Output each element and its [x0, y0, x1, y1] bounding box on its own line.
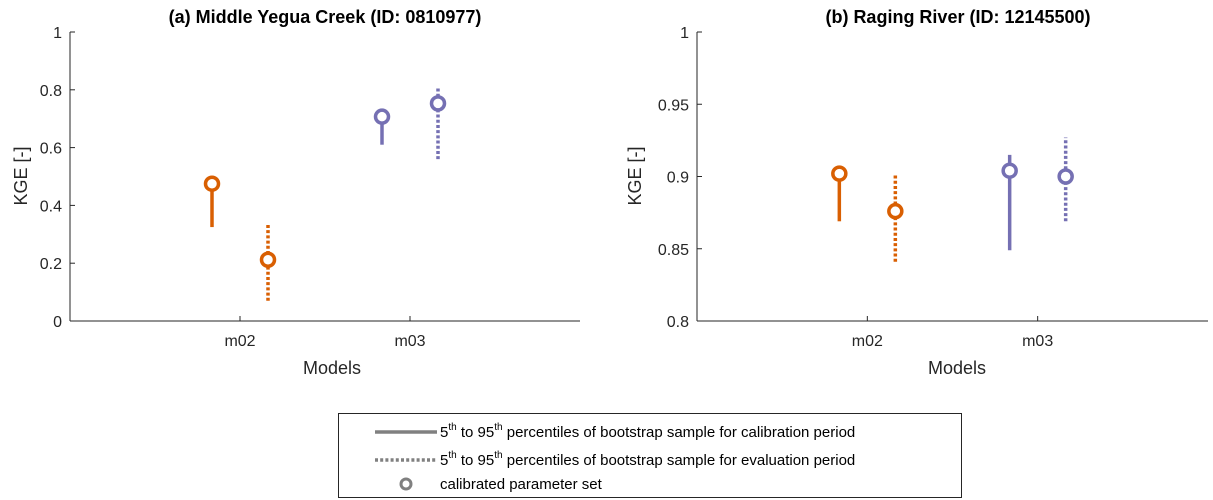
legend-label-0: 5th to 95th percentiles of bootstrap sam… [440, 422, 855, 441]
legend: 5th to 95th percentiles of bootstrap sam… [338, 413, 962, 498]
panel-b-m02-calibration-point [831, 165, 848, 182]
panel-a-title: (a) Middle Yegua Creek (ID: 0810977) [169, 7, 482, 27]
panel-a-xtick-label-m02: m02 [224, 333, 255, 350]
panel-a-ytick-label: 1 [53, 25, 62, 42]
panel-a-y-label: KGE [-] [11, 146, 31, 205]
panel-a-ytick-label: 0.6 [40, 141, 62, 158]
panel-a: (a) Middle Yegua Creek (ID: 0810977) Mod… [11, 7, 580, 378]
legend-label-1: 5th to 95th percentiles of bootstrap sam… [440, 450, 855, 469]
panel-b-y-label: KGE [-] [625, 146, 645, 205]
panel-b-title: (b) Raging River (ID: 12145500) [825, 7, 1090, 27]
panel-b: (b) Raging River (ID: 12145500) Models K… [625, 7, 1208, 378]
panel-a-ytick-label: 0.4 [40, 198, 62, 215]
legend-circle-marker [399, 477, 413, 491]
panel-b-ytick-label: 1 [680, 25, 689, 42]
panel-b-ytick-label: 0.85 [658, 242, 689, 259]
panel-b-xtick-label-m03: m03 [1022, 333, 1053, 350]
panel-a-ytick-label: 0.8 [40, 83, 62, 100]
panel-a-m02-evaluation-point [259, 251, 277, 268]
panel-b-m03-calibration-point [1001, 162, 1018, 179]
panel-a-ytick-label: 0.2 [40, 256, 62, 273]
panel-a-xtick-label-m03: m03 [394, 333, 425, 350]
panel-b-ytick-label: 0.95 [658, 97, 689, 114]
panel-a-x-label: Models [303, 358, 361, 378]
panel-b-ytick-label: 0.9 [667, 170, 689, 187]
panel-a-m02-calibration-point [203, 175, 221, 192]
panel-b-xtick-label-m02: m02 [852, 333, 883, 350]
panel-a-m03-evaluation-point [429, 95, 447, 112]
panel-a-ytick-label: 0 [53, 314, 62, 331]
panel-a-m03-calibration-point [373, 108, 391, 125]
panel-b-x-label: Models [928, 358, 986, 378]
panel-b-ytick-label: 0.8 [667, 314, 689, 331]
panel-b-m02-evaluation-point [887, 202, 904, 220]
legend-label-2: calibrated parameter set [440, 476, 603, 493]
panel-b-m03-evaluation-point [1057, 168, 1074, 185]
legend-box [338, 413, 962, 498]
